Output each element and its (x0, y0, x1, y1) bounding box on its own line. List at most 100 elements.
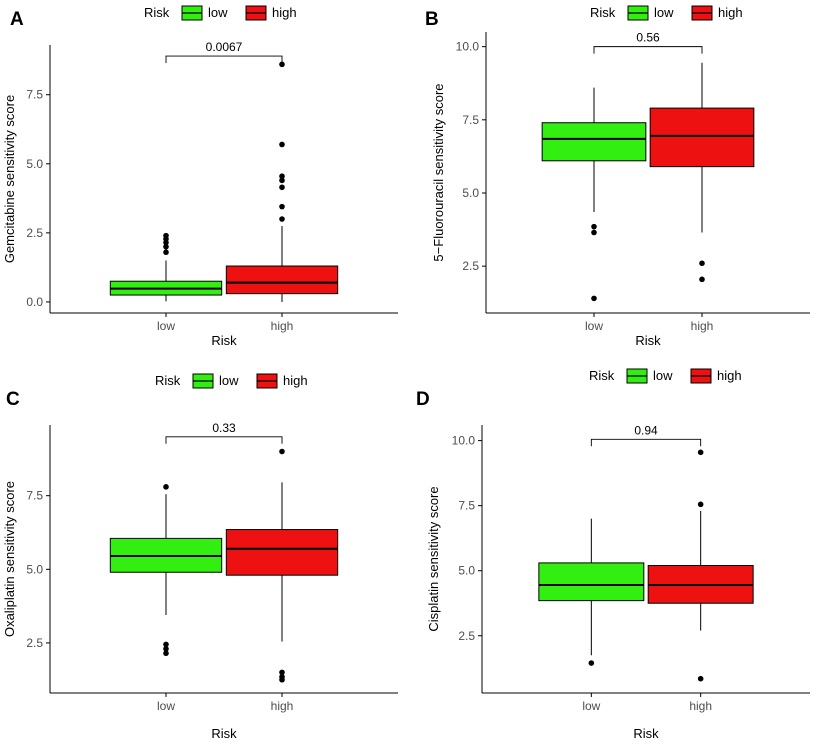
y-axis-title: 5−Fluorouracil sensitivity score (431, 83, 446, 261)
y-tick-label: 5.0 (458, 564, 475, 578)
panel-a: A Risk low high 0.0 2.5 5.0 7.5 low high Risk Gemci… (2, 5, 398, 348)
y-tick-label: 7.5 (26, 88, 43, 102)
outlier-point (163, 484, 169, 490)
panel-label: D (416, 389, 430, 410)
panel-c: C Risk low high 2.5 5.0 7.5 low high Risk Oxalipla… (2, 373, 398, 741)
y-tick-label: 5.0 (26, 562, 43, 576)
y-tick-label: 7.5 (458, 499, 475, 513)
box-high (225, 448, 339, 683)
box-low (109, 484, 223, 657)
outlier-point (699, 260, 705, 267)
outlier-point (279, 141, 285, 148)
box-high (225, 61, 339, 302)
outlier-point (163, 249, 169, 256)
outlier-point (699, 276, 705, 283)
x-axis-title: Risk (211, 726, 237, 741)
y-tick-label: 2.5 (26, 636, 43, 650)
y-tick-label: 2.5 (458, 629, 475, 643)
box-iqr (225, 265, 339, 295)
y-tick-label: 5.0 (26, 157, 43, 171)
outlier-point (279, 203, 285, 210)
box-high (647, 449, 754, 682)
legend-key-high: high (690, 368, 742, 384)
outlier-point (697, 501, 704, 508)
panel-d: D Risk low high 2.5 5.0 7.5 10.0 low high Risk Cisp… (416, 368, 810, 741)
box-iqr (541, 122, 647, 162)
legend-title: Risk (589, 368, 615, 383)
outlier-point (591, 223, 597, 230)
panel-label: C (6, 389, 20, 410)
legend-title: Risk (144, 5, 170, 20)
p-value-label: 0.94 (634, 423, 658, 437)
x-tick-label: high (271, 699, 294, 713)
outlier-point (279, 448, 285, 455)
significance-bracket (165, 436, 283, 444)
outlier-point (279, 216, 285, 222)
y-tick-label: 7.5 (462, 113, 479, 127)
x-axis-title: Risk (635, 333, 661, 348)
x-tick-label: high (271, 319, 294, 333)
box-low (541, 87, 647, 302)
x-tick-label: low (157, 699, 175, 713)
panel-label: A (10, 9, 24, 30)
legend-title: Risk (590, 5, 616, 20)
legend-key-high: high (245, 5, 297, 21)
legend-label-high: high (717, 368, 742, 383)
y-tick-label: 7.5 (26, 489, 43, 503)
legend: Risk low high (590, 5, 743, 21)
y-axis-title: Oxaliplatin sensitivity score (2, 481, 17, 637)
y-axis-title: Gemcitabine sensitivity score (2, 95, 17, 263)
legend-title: Risk (155, 373, 181, 388)
legend-label-high: high (718, 5, 743, 20)
legend: Risk low high (589, 368, 742, 384)
outlier-point (279, 177, 285, 184)
legend-label-low: low (654, 5, 674, 20)
x-tick-label: high (691, 319, 714, 333)
significance-bracket (165, 55, 283, 64)
x-tick-label: low (157, 319, 175, 333)
outlier-point (163, 232, 169, 239)
legend-key-low: low (626, 368, 673, 384)
significance-bracket (590, 438, 702, 447)
p-value-label: 0.56 (636, 31, 660, 45)
panel-b: B Risk low high 2.5 5.0 7.5 10.0 low high Risk 5−Fl… (425, 5, 810, 348)
significance-bracket (593, 46, 703, 54)
outlier-point (279, 669, 285, 676)
y-tick-label: 10.0 (456, 40, 480, 54)
legend-label-low: low (219, 373, 239, 388)
outlier-point (279, 674, 285, 680)
legend: Risk low high (144, 5, 297, 21)
outlier-point (697, 449, 704, 456)
outlier-point (163, 243, 169, 250)
y-axis-title: Cisplatin sensitivity score (426, 486, 441, 631)
outlier-point (279, 61, 285, 68)
x-axis-title: Risk (211, 333, 237, 348)
y-tick-label: 0.0 (26, 295, 43, 309)
legend-label-low: low (653, 368, 673, 383)
legend-key-high: high (691, 5, 743, 21)
outlier-point (163, 646, 169, 652)
outlier-point (163, 650, 169, 657)
legend: Risk low high (155, 373, 308, 389)
legend-key-low: low (181, 5, 228, 21)
legend-key-low: low (192, 373, 239, 389)
box-iqr (225, 529, 339, 576)
outlier-point (697, 675, 704, 682)
legend-key-high: high (256, 373, 308, 389)
x-tick-label: low (582, 699, 600, 713)
p-value-label: 0.33 (212, 421, 236, 435)
x-tick-label: low (585, 319, 603, 333)
outlier-point (279, 184, 285, 191)
outlier-point (279, 173, 285, 180)
x-tick-label: high (689, 699, 712, 713)
y-tick-label: 2.5 (462, 259, 479, 273)
outlier-point (588, 660, 595, 666)
panel-label: B (425, 9, 439, 30)
x-axis-title: Risk (633, 726, 659, 741)
legend-label-high: high (283, 373, 308, 388)
box-low (109, 232, 223, 302)
box-iqr (649, 107, 755, 168)
outlier-point (163, 641, 169, 648)
legend-label-high: high (272, 5, 297, 20)
